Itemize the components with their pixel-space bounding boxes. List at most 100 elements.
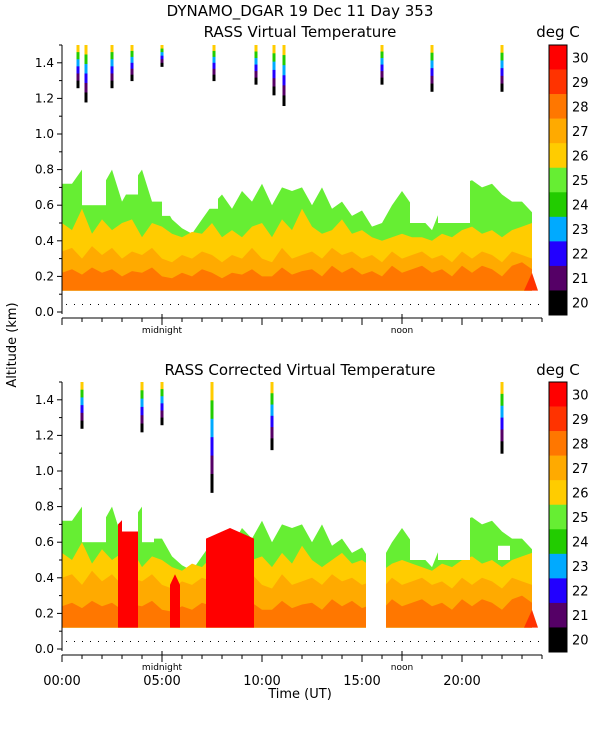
surface-dot: [66, 303, 67, 305]
surface-dot: [506, 303, 507, 305]
surface-dot: [290, 303, 291, 305]
missing-data-gap: [438, 173, 470, 223]
surface-dot: [314, 303, 315, 305]
surface-dot: [170, 640, 171, 642]
surface-dot: [426, 640, 427, 642]
profile-segment: [160, 62, 164, 67]
profile-segment: [160, 396, 164, 404]
surface-dot: [122, 303, 123, 305]
colorbar-label: 26: [572, 486, 589, 501]
surface-dot: [338, 640, 339, 642]
profile-segment: [84, 45, 88, 55]
profile-segment: [160, 417, 164, 426]
surface-dot: [306, 303, 307, 305]
profile-segment: [500, 52, 504, 61]
surface-dot: [530, 303, 531, 305]
profile-segment: [110, 59, 114, 67]
colorbar-swatch: [549, 167, 567, 193]
panel-title: RASS Corrected Virtual Temperature: [165, 361, 436, 379]
profile-segment: [140, 406, 144, 416]
surface-dot: [178, 640, 179, 642]
profile-segment: [272, 69, 276, 79]
surface-dot: [114, 640, 115, 642]
surface-dot: [162, 640, 163, 642]
surface-dot: [530, 640, 531, 642]
profile-segment: [430, 45, 434, 54]
y-axis: 0.0 0.2 0.4 0.6 0.8 1.0 1.2 1.4: [35, 44, 63, 319]
colorbar-label: 21: [572, 609, 589, 624]
profile-segment: [76, 66, 80, 74]
colorbar-label: 22: [572, 585, 589, 600]
missing-data-gap: [162, 176, 178, 216]
colorbar-label: 29: [572, 413, 589, 428]
surface-dot: [282, 640, 283, 642]
y-axis: 0.0 0.2 0.4 0.6 0.8 1.0 1.2 1.4: [35, 381, 63, 656]
profile-segment: [270, 393, 274, 406]
profile-segment: [160, 403, 164, 411]
profile-segment: [160, 52, 164, 57]
profile-segment: [80, 420, 84, 429]
surface-dot: [418, 640, 419, 642]
profile-segment: [282, 85, 286, 96]
surface-dot: [362, 640, 363, 642]
y-tick-label: 1.0: [35, 127, 54, 141]
profile-segment: [210, 437, 214, 457]
surface-dot: [426, 303, 427, 305]
missing-data-gap: [122, 471, 138, 532]
colorbar-label: 23: [572, 560, 589, 575]
colorbar-swatch: [549, 118, 567, 144]
colorbar-swatch: [549, 94, 567, 119]
profile-segment: [270, 404, 274, 417]
profile-segment: [272, 86, 276, 96]
surface-dot: [186, 303, 187, 305]
colorbar-swatch: [549, 627, 567, 653]
surface-dot: [154, 303, 155, 305]
profile-segment: [130, 62, 134, 70]
x-marker-label: noon: [391, 663, 413, 673]
profile-segment: [254, 71, 258, 79]
profile-segment: [130, 45, 134, 52]
profile-segment: [84, 73, 88, 84]
missing-data-gap: [498, 545, 510, 560]
surface-dot: [394, 640, 395, 642]
profile-segment: [500, 405, 504, 419]
y-tick-label: 0.8: [35, 500, 54, 514]
surface-dot: [442, 303, 443, 305]
surface-dot: [474, 303, 475, 305]
colorbar-label: 21: [572, 272, 589, 287]
surface-dot: [410, 303, 411, 305]
profile-segment: [76, 45, 80, 53]
surface-dot: [82, 640, 83, 642]
profile-segment: [500, 393, 504, 407]
surface-dot: [162, 303, 163, 305]
surface-dot: [138, 303, 139, 305]
profile-segment: [500, 429, 504, 442]
profile-segment: [140, 382, 144, 391]
profile-segment: [84, 82, 88, 93]
y-tick-label: 0.0: [35, 642, 54, 656]
surface-dot: [90, 640, 91, 642]
y-tick-label: 0.6: [35, 535, 54, 549]
surface-dot: [522, 303, 523, 305]
surface-dot: [146, 640, 147, 642]
colorbar-label: 20: [572, 297, 589, 312]
profile-segment: [430, 60, 434, 69]
surface-dot: [410, 640, 411, 642]
surface-dot: [218, 303, 219, 305]
x-tick-label: 10:00: [243, 674, 280, 689]
y-tick-label: 1.2: [35, 428, 54, 442]
profile-segment: [500, 68, 504, 77]
surface-dot: [138, 640, 139, 642]
colorbar-swatch: [549, 290, 567, 316]
profile-segment: [212, 56, 216, 64]
profile-segment: [282, 95, 286, 107]
surface-dot: [306, 640, 307, 642]
x-tick-label: 00:00: [43, 674, 80, 689]
colorbar-label: 29: [572, 76, 589, 91]
panel-virtual-temperature: RASS Virtual Temperature deg C 0.0 0.2 0.4…: [35, 23, 589, 336]
surface-dot: [298, 303, 299, 305]
colorbar-swatch: [549, 480, 567, 506]
surface-dot: [250, 303, 251, 305]
colorbar-swatch: [549, 143, 567, 169]
